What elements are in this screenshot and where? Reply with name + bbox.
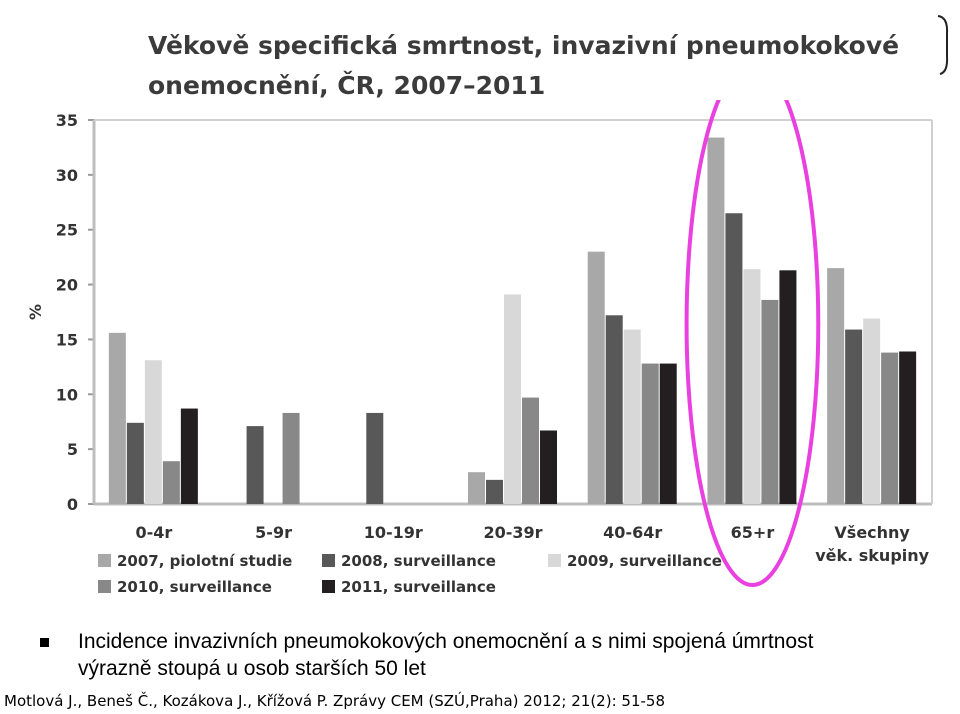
legend-label: 2008, surveillance [341, 552, 496, 570]
legend-swatch [98, 554, 111, 567]
category-label: 65+r [731, 523, 775, 542]
bar-2039r-series-0 [468, 472, 485, 504]
category-label: 20-39r [483, 523, 542, 542]
legend-swatch [322, 554, 335, 567]
category-label: Všechny [834, 523, 910, 542]
highlight-ellipse-65plus [684, 100, 821, 587]
y-tick-label: 25 [56, 221, 78, 240]
legend-swatch [98, 580, 111, 593]
y-tick-label: 0 [67, 495, 78, 514]
bullet-line-2: výrazně stoupá u osob starších 50 let [78, 657, 426, 680]
legend-label: 2010, surveillance [117, 578, 272, 596]
bar-59r-series-1 [246, 426, 264, 504]
bar-vechny-series-4 [899, 351, 917, 504]
category-label: 5-9r [255, 523, 292, 542]
bar-vechny-series-3 [881, 352, 899, 504]
bar-04r-series-0 [108, 332, 126, 504]
bullet-text: Incidence invazivních pneumokokových one… [78, 628, 958, 682]
bar-4064r-series-0 [587, 251, 605, 504]
bar-2039r-series-2 [504, 294, 521, 504]
y-tick-label: 10 [56, 385, 78, 404]
y-axis-label: % [26, 304, 45, 320]
legend-swatch [322, 580, 335, 593]
bar-vechny-series-0 [827, 268, 845, 504]
bullet-line-1: Incidence invazivních pneumokokových one… [78, 630, 814, 653]
bar-1019r-series-1 [366, 412, 384, 504]
y-tick-label: 15 [56, 330, 78, 349]
legend-label: 2011, surveillance [341, 578, 496, 596]
chart-title-line-1: Věkově specifická smrtnost, invazivní pn… [148, 31, 900, 60]
highlight-ellipse [684, 100, 821, 587]
y-tick-label: 20 [56, 276, 78, 295]
bracket-decoration [937, 15, 949, 75]
y-tick-label: 5 [67, 440, 78, 459]
legend-label: 2007, piolotní studie [117, 552, 292, 570]
category-label: 40-64r [603, 523, 662, 542]
bar-2039r-series-3 [522, 397, 539, 504]
chart-title: Věkově specifická smrtnost, invazivní pn… [148, 26, 928, 106]
category-label: 0-4r [135, 523, 172, 542]
bar-65r-series-0 [707, 137, 725, 504]
bars [108, 137, 917, 504]
bar-04r-series-4 [180, 408, 198, 504]
bar-04r-series-1 [126, 422, 144, 504]
category-labels: 0-4r 5-9r 10-19r 20-39r 40-64r 65+r Všechny věk… [135, 523, 929, 565]
bar-65r-series-4 [779, 270, 797, 504]
citation: Motlová J., Beneš Č., Kozákova J., Křížo… [4, 692, 665, 710]
bar-4064r-series-2 [623, 329, 641, 504]
legend: 2007, piolotní studie 2008, surveillance 2… [98, 552, 722, 596]
bar-2039r-series-1 [486, 479, 503, 504]
y-axis: 0 5 10 15 20 25 30 35% [26, 111, 94, 514]
bar-4064r-series-3 [641, 363, 659, 504]
y-tick-label: 30 [56, 166, 78, 185]
bar-4064r-series-4 [659, 363, 677, 504]
legend-swatch [548, 554, 561, 567]
bullet-square-icon [40, 638, 49, 647]
chart-title-line-2: onemocnění, ČR, 2007–2011 [148, 71, 546, 100]
bar-2039r-series-4 [540, 430, 557, 504]
bar-vechny-series-1 [845, 329, 863, 504]
bar-04r-series-2 [144, 360, 162, 504]
bar-4064r-series-1 [605, 315, 623, 504]
bar-59r-series-3 [282, 412, 300, 504]
y-tick-label: 35 [56, 111, 78, 130]
bar-65r-series-1 [725, 213, 743, 504]
bar-04r-series-3 [162, 461, 180, 504]
bar-65r-series-2 [743, 269, 761, 504]
category-label: 10-19r [364, 523, 423, 542]
category-label: věk. skupiny [815, 546, 929, 565]
bar-65r-series-3 [761, 299, 779, 504]
bar-chart: 0 5 10 15 20 25 30 35% 0-4r 5-9r 10-19r 20-39r 40-6… [26, 100, 933, 596]
bar-vechny-series-2 [863, 318, 881, 504]
legend-label: 2009, surveillance [567, 552, 722, 570]
